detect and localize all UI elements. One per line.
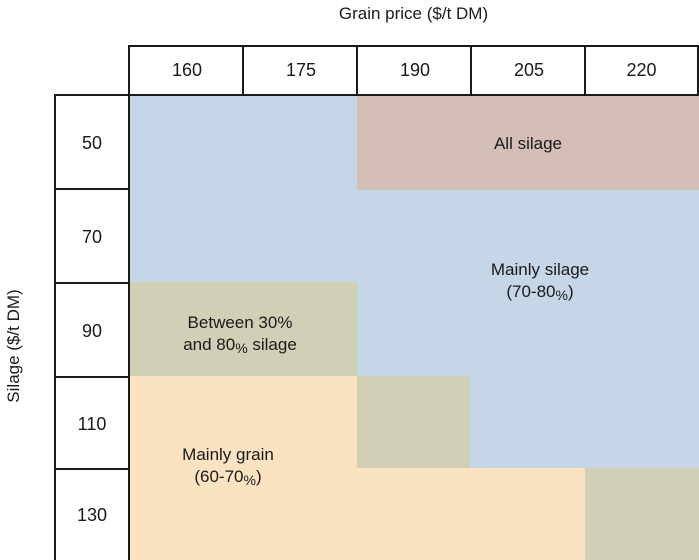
row-header: 130 — [54, 468, 130, 560]
label-mainly-silage-line2: (70-80%) — [440, 281, 640, 303]
region-between-cell-b — [357, 376, 470, 468]
label-all-silage-text: All silage — [493, 134, 563, 153]
label-between-line1: Between 30% — [187, 313, 293, 332]
column-header: 205 — [470, 45, 586, 96]
label-mainly-grain-line2-pre: (60-70 — [194, 467, 244, 486]
label-all-silage: All silage — [357, 133, 699, 155]
column-header: 175 — [242, 45, 358, 96]
row-header: 90 — [54, 282, 130, 378]
label-mainly-silage: Mainly silage (70-80%) — [440, 259, 640, 303]
column-header: 160 — [128, 45, 244, 96]
percent-sign: % — [243, 472, 256, 488]
region-all-silage — [357, 94, 699, 190]
column-header: 190 — [356, 45, 472, 96]
column-header: 220 — [584, 45, 699, 96]
label-mainly-silage-line2-post: ) — [567, 282, 574, 301]
region-between-cell-a — [128, 282, 357, 376]
label-between-line2-post: silage — [247, 335, 297, 354]
label-mainly-grain-line2-post: ) — [255, 467, 262, 486]
region-mainly-grain-upper — [128, 376, 357, 560]
label-between-line2-pre: and 80 — [183, 335, 236, 354]
label-mainly-grain-line1: Mainly grain — [182, 445, 274, 464]
label-between-line2: and 80% silage — [140, 334, 340, 356]
row-header: 110 — [54, 376, 130, 470]
region-between-cell-c — [585, 468, 699, 560]
label-mainly-grain: Mainly grain (60-70%) — [128, 444, 328, 488]
label-mainly-silage-line1: Mainly silage — [490, 260, 590, 279]
label-between: Between 30% and 80% silage — [140, 312, 340, 356]
row-header: 70 — [54, 188, 130, 284]
region-mainly-grain-lower — [357, 468, 585, 560]
percent-sign: % — [235, 340, 248, 356]
label-mainly-silage-line2-pre: (70-80 — [506, 282, 556, 301]
percent-sign: % — [555, 287, 568, 303]
row-header: 50 — [54, 94, 130, 190]
x-axis-title: Grain price ($/t DM) — [338, 4, 489, 23]
y-axis-title: Silage ($/t DM) — [4, 289, 23, 403]
label-mainly-grain-line2: (60-70%) — [128, 466, 328, 488]
